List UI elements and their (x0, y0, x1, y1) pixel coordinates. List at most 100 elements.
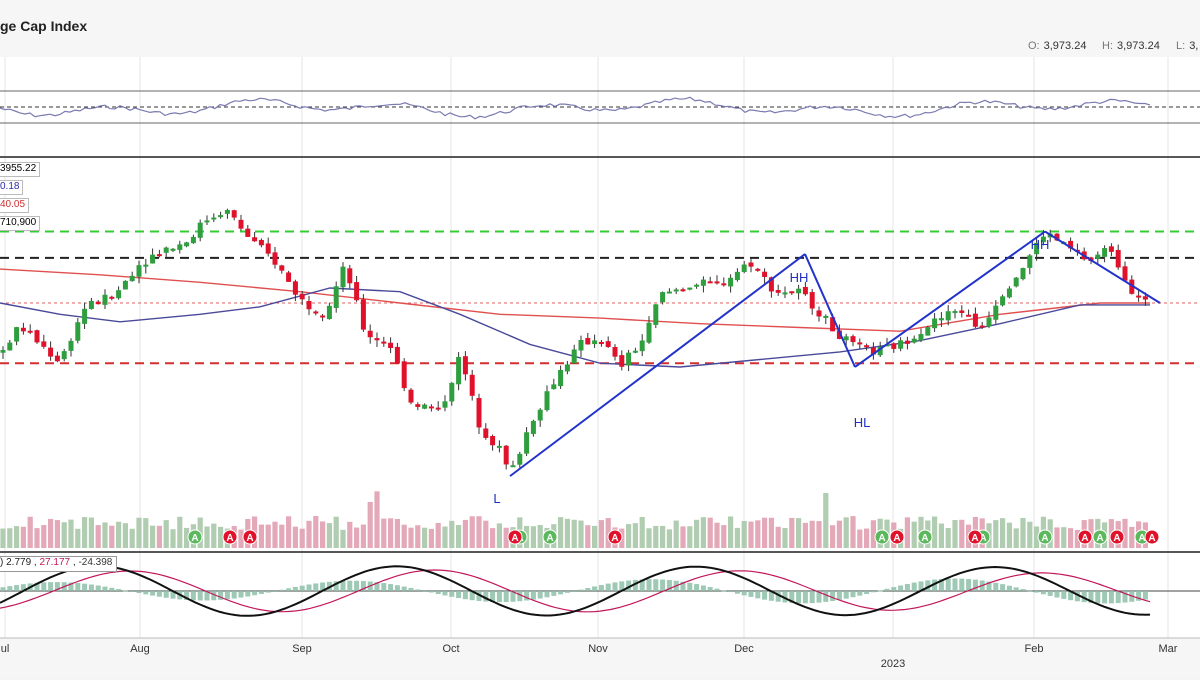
volume-bar (41, 525, 47, 548)
candle-body (333, 286, 339, 308)
candle-body (102, 294, 108, 305)
macd-histogram-bar (1142, 591, 1148, 600)
ma-fast-line (0, 287, 1150, 368)
macd-histogram-bar (197, 591, 203, 601)
candle-body (1020, 268, 1026, 280)
ohlc-low: L: 3, (1176, 40, 1199, 52)
macd-histogram-bar (734, 591, 740, 594)
macd-histogram-bar (1006, 585, 1012, 591)
candle-body (129, 275, 135, 282)
macd-histogram-bar (755, 591, 761, 599)
x-label-dec: Dec (734, 643, 754, 655)
volume-bar (1000, 518, 1006, 548)
volume-bar (7, 528, 13, 548)
volume-bar (830, 525, 836, 548)
macd-histogram-bar (1108, 591, 1114, 604)
price-tag-volume: 710,900 (0, 216, 41, 231)
volume-bar (870, 520, 876, 548)
ohlc-high: H: 3,973.24 (1102, 40, 1160, 52)
volume-bar (707, 517, 713, 548)
volume-bar (632, 523, 638, 548)
candle-body (830, 317, 836, 332)
macd-histogram-bar (816, 591, 822, 603)
macd-histogram-bar (265, 591, 271, 593)
candle-body (163, 247, 169, 253)
volume-bar (401, 524, 407, 548)
volume-bar (360, 524, 366, 548)
volume-bar (88, 517, 94, 548)
volume-bar (666, 529, 672, 548)
candle-body (755, 268, 761, 271)
candle-body (530, 420, 536, 434)
volume-marker-green (874, 529, 890, 545)
volume-bar (1034, 526, 1040, 548)
volume-bar (592, 525, 598, 548)
candle-body (177, 244, 183, 250)
volume-bar (823, 493, 829, 548)
candle-body (748, 262, 754, 267)
macd-histogram-bar (911, 582, 917, 591)
volume-bar (775, 526, 781, 548)
volume-bar (680, 526, 686, 548)
macd-histogram-bar (1095, 591, 1101, 604)
candle-body (510, 465, 516, 468)
macd-histogram-bar (789, 591, 795, 603)
macd-histogram-bar (993, 582, 999, 591)
volume-bar (503, 527, 509, 548)
candle-body (340, 266, 346, 288)
candle-body (891, 343, 897, 349)
candle-body (197, 222, 203, 238)
volume-bar (27, 516, 33, 548)
volume-bar (1068, 528, 1074, 548)
volume-bar (734, 527, 740, 548)
macd-histogram-bar (1102, 591, 1108, 604)
macd-histogram-bar (7, 586, 13, 591)
volume-bar (558, 517, 564, 548)
macd-histogram-bar (639, 579, 645, 591)
macd-histogram-bar (381, 583, 387, 591)
volume-bar (0, 528, 6, 548)
candle-body (945, 311, 951, 321)
candle-body (211, 217, 217, 220)
candle-body (721, 283, 727, 286)
macd-histogram-bar (68, 582, 74, 591)
candle-body (544, 391, 550, 411)
macd-histogram-bar (347, 580, 353, 591)
volume-bar (904, 517, 910, 548)
volume-bar (394, 518, 400, 548)
candle-body (367, 330, 373, 338)
macd-histogram-bar (707, 587, 713, 591)
macd-histogram-bar (598, 584, 604, 591)
candle-body (27, 330, 33, 333)
volume-bar (483, 520, 489, 548)
volume-bar (959, 519, 965, 548)
macd-histogram-bar (551, 591, 557, 596)
macd-histogram-bar (809, 591, 815, 604)
volume-bar (660, 525, 666, 548)
volume-bar (177, 516, 183, 548)
candle-body (483, 428, 489, 438)
candle-body (1102, 248, 1108, 257)
volume-bar (82, 517, 88, 548)
candle-body (1068, 240, 1074, 249)
macd-histogram-bar (156, 591, 162, 597)
x-label-feb: Feb (1024, 643, 1044, 655)
candle-body (592, 340, 598, 345)
volume-bar (381, 518, 387, 548)
candle-body (612, 346, 618, 357)
macd-histogram-bar (496, 591, 502, 603)
macd-histogram-bar (578, 589, 584, 591)
macd-histogram-bar (374, 582, 380, 591)
volume-bar (836, 520, 842, 548)
macd-histogram-bar (20, 584, 26, 591)
x-label-nov: Nov (588, 643, 608, 655)
macd-histogram-bar (75, 583, 81, 591)
macd-histogram-bar (163, 591, 169, 598)
candle-body (898, 340, 904, 349)
volume-marker-green-label: A (979, 533, 986, 544)
volume-bar (265, 524, 271, 548)
volume-bar (68, 519, 74, 548)
macd-histogram-bar (1040, 591, 1046, 595)
